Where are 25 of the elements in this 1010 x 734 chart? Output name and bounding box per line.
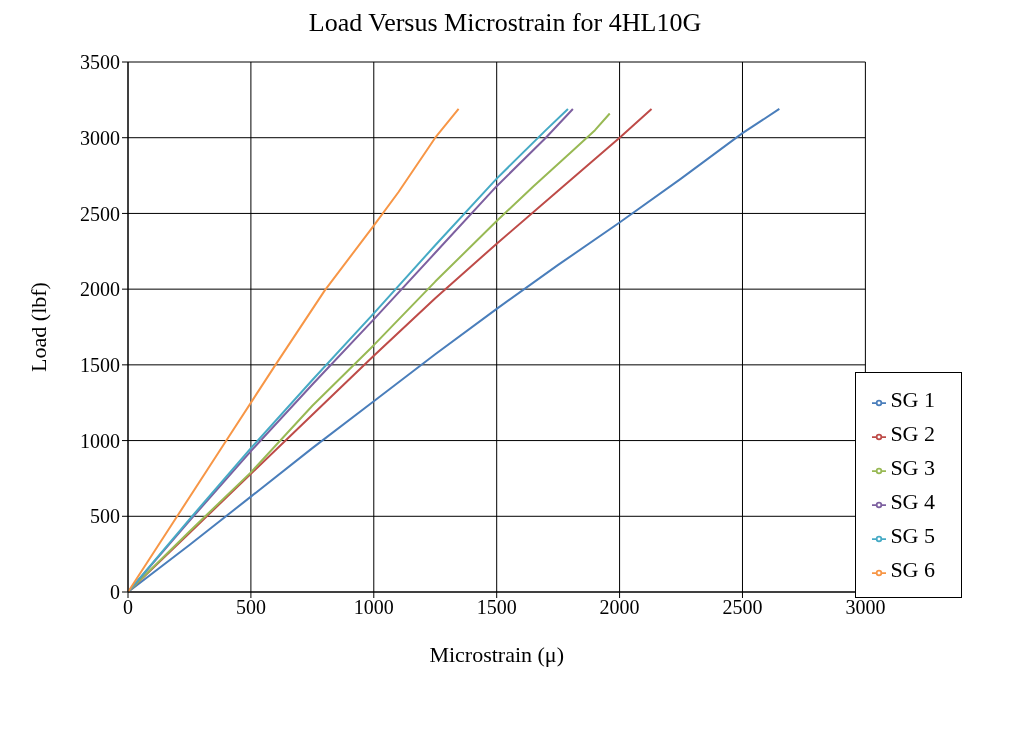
x-tick-label: 2500	[722, 596, 763, 619]
y-axis-title: Load (lbf)	[25, 282, 51, 372]
y-tick-label: 1500	[80, 353, 120, 376]
x-tick-label: 1000	[353, 596, 394, 619]
legend-label: SG 6	[890, 557, 935, 582]
line-series	[128, 107, 781, 592]
legend-label: SG 3	[890, 455, 935, 480]
y-tick-label: 500	[90, 505, 120, 528]
y-tick-label: 3500	[80, 51, 120, 74]
y-tick-label: 3000	[80, 126, 120, 149]
x-tick-label: 1500	[476, 596, 517, 619]
x-tick-label: 500	[235, 596, 266, 619]
legend-label: SG 1	[890, 387, 935, 412]
legend-label: SG 4	[890, 489, 935, 514]
line-series	[128, 107, 460, 592]
x-tick-label: 3000	[845, 596, 886, 619]
y-tick-label: 2500	[80, 202, 120, 225]
legend-label: SG 2	[890, 421, 935, 446]
y-tick-label: 2000	[80, 278, 120, 301]
y-tick-label: 1000	[80, 429, 120, 452]
x-axis-title: Microstrain (μ)	[429, 642, 564, 667]
legend-label: SG 5	[890, 523, 935, 548]
x-tick-label: 2000	[599, 596, 640, 619]
y-tick-label: 0	[110, 581, 120, 604]
chart-title: Load Versus Microstrain for 4HL10G	[307, 8, 703, 39]
